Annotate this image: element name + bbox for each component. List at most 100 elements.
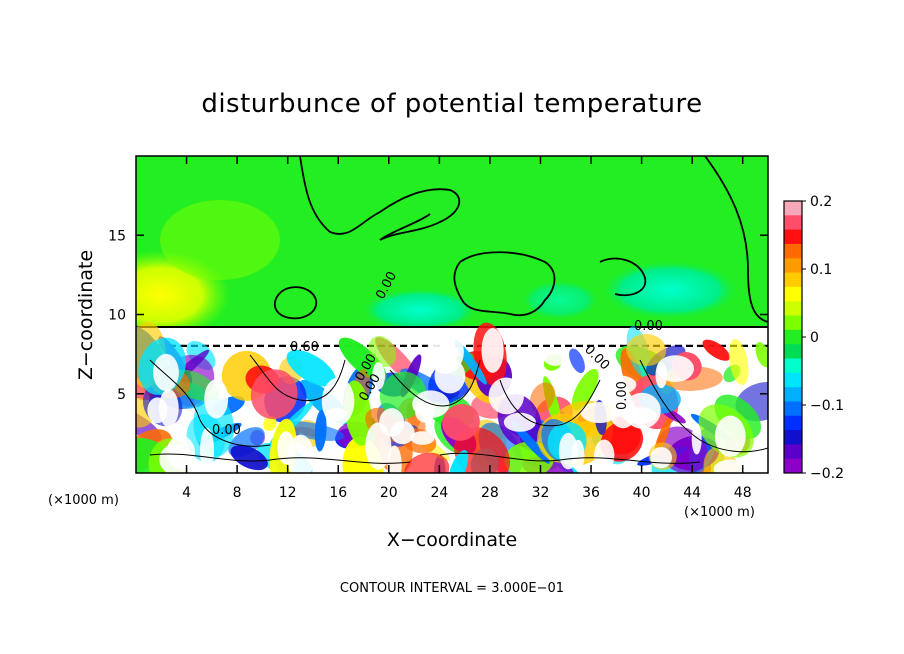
turbulence-gap — [434, 358, 466, 394]
turbulence-patch — [250, 369, 298, 420]
colorbar-segment — [784, 458, 802, 474]
x-tick-label: 36 — [582, 485, 600, 501]
x-tick-label: 8 — [233, 485, 242, 501]
x-tick-label: 44 — [683, 485, 701, 501]
x-tick-label: 20 — [380, 485, 398, 501]
x-unit-right: (×1000 m) — [684, 505, 755, 520]
turbulence-gap — [410, 431, 435, 445]
turbulence-gap — [147, 397, 168, 424]
turbulence-gap — [321, 377, 355, 426]
colorbar-segment — [784, 315, 802, 331]
turbulence-gap — [365, 422, 392, 470]
colorbar-tick-label: 0.1 — [810, 262, 832, 278]
chart-title: disturbunce of potential temperature — [201, 89, 702, 119]
colorbar-segment — [784, 272, 802, 288]
colorbar-tick-label: −0.2 — [810, 466, 844, 482]
turbulence-gap — [200, 427, 214, 473]
turbulence-gap — [503, 412, 536, 432]
light-green-region — [160, 200, 280, 280]
colorbar-tick-label: −0.1 — [810, 398, 844, 414]
turbulence-patch — [448, 450, 469, 473]
turbulence-gap — [713, 459, 748, 473]
plot-area: 0.00 0.60 0.00 0.00 0.00 0.00 0.00 0.00 — [136, 156, 768, 473]
colorbar-segment — [784, 387, 802, 402]
x-tick-label: 32 — [532, 485, 550, 501]
contour-lines — [273, 156, 768, 323]
colorbar-segment — [784, 201, 802, 216]
contour-label: 0.00 — [615, 381, 630, 410]
turbulence-patch — [404, 452, 450, 473]
turbulence-patch — [626, 333, 667, 367]
colorbar-segment — [784, 301, 802, 317]
colorbar — [783, 200, 803, 474]
turbulence-patch — [728, 338, 749, 386]
turbulence-gap — [571, 439, 585, 472]
turbulence-gap — [166, 435, 195, 470]
turbulence-gap — [580, 402, 619, 423]
y-tick-label: 15 — [108, 228, 126, 244]
turbulence-patch — [529, 382, 556, 413]
colorbar-segment — [784, 286, 802, 302]
y-tick-label: 10 — [108, 308, 126, 324]
colorbar-segment — [784, 344, 802, 359]
cyan-region-left — [360, 288, 480, 332]
turbulence-gap — [714, 415, 746, 457]
turbulence-patch — [702, 339, 731, 361]
turbulence-gap — [656, 355, 694, 382]
turbulence-patches — [136, 321, 768, 473]
turbulence-patch — [755, 341, 768, 368]
x-tick-label: 48 — [734, 485, 752, 501]
turbulence-patch — [368, 336, 397, 367]
colorbar-tick-label: 0.2 — [810, 194, 832, 210]
cyan-region-mid — [520, 280, 600, 320]
x-tick-label: 16 — [329, 485, 347, 501]
contour-label: 0.00 — [634, 319, 663, 334]
turbulence-patch — [263, 415, 277, 432]
colorbar-segment — [784, 229, 802, 245]
colorbar-segment — [784, 358, 802, 374]
contour-label: 0.60 — [290, 340, 319, 355]
colorbar-tick-label: 0 — [810, 330, 819, 346]
x-axis-title: X−coordinate — [387, 529, 517, 551]
x-unit-left: (×1000 m) — [48, 493, 119, 508]
y-axis: 5 10 15 — [108, 228, 768, 403]
turbulence-gap — [153, 353, 179, 391]
contour-label: 0.00 — [212, 423, 241, 438]
turbulence-gap — [387, 445, 402, 473]
colorbar-ticks: 0.2 0.1 0 −0.1 −0.2 — [802, 194, 844, 482]
x-tick-label: 24 — [430, 485, 448, 501]
cyan-region-right — [600, 260, 740, 320]
turbulence-patch — [571, 368, 599, 411]
colorbar-segment — [784, 415, 802, 431]
contour-interval-note: CONTOUR INTERVAL = 3.000E−01 — [340, 581, 564, 596]
turbulence-gap — [594, 439, 615, 472]
colorbar-segment — [784, 258, 802, 274]
turbulence-gap — [691, 423, 702, 455]
turbulence-gap — [372, 362, 385, 390]
turbulence-gap — [650, 447, 672, 469]
turbulence-patch — [279, 421, 345, 441]
turbulence-gap — [598, 375, 637, 395]
turbulence-gap — [481, 328, 504, 373]
turbulence-gap — [204, 379, 229, 419]
turbulence-patch — [442, 404, 480, 441]
turbulence-patch — [569, 348, 585, 374]
colorbar-segment — [784, 444, 802, 460]
contour-lines-thin — [149, 354, 768, 464]
x-tick-label: 4 — [182, 485, 191, 501]
colorbar-segment — [784, 430, 802, 445]
colorbar-segment — [784, 243, 802, 259]
y-tick-label: 5 — [117, 387, 126, 403]
x-axis: 4 8 12 16 20 24 28 32 36 40 44 48 — [182, 156, 752, 501]
turbulence-gap — [287, 434, 315, 473]
colorbar-segment — [784, 215, 802, 231]
x-tick-label: 40 — [633, 485, 651, 501]
turbulence-patch — [230, 445, 268, 471]
x-tick-label: 28 — [481, 485, 499, 501]
turbulence-patch — [286, 349, 336, 387]
y-axis-title: Z−coordinate — [75, 250, 97, 380]
x-tick-label: 12 — [279, 485, 297, 501]
colorbar-segment — [784, 329, 802, 345]
colorbar-segment — [784, 372, 802, 388]
